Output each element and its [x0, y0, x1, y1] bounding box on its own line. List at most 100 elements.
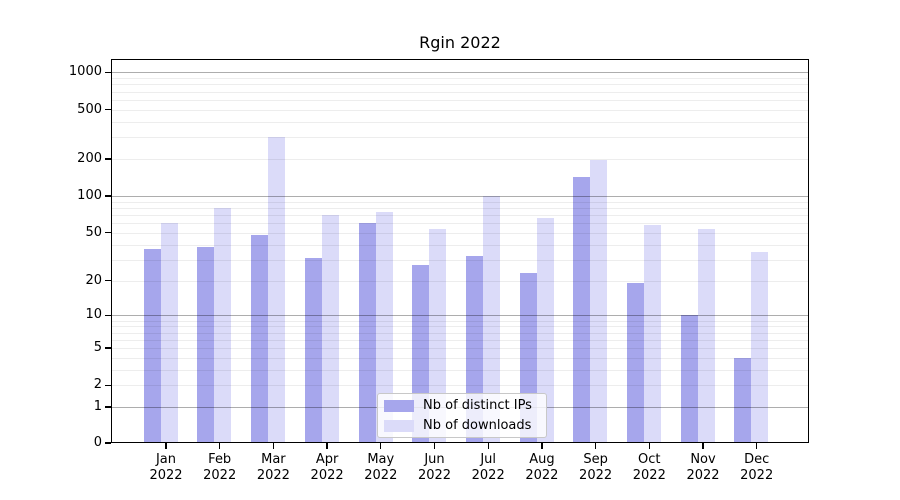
y-tick-mark-50: [105, 232, 111, 234]
x-tick-month: Dec: [744, 452, 770, 467]
x-tick-month: Mar: [261, 452, 286, 467]
gridline-700: [111, 91, 809, 93]
y-tick-mark-200: [105, 158, 111, 160]
gridline-300: [111, 137, 809, 139]
x-tick-mark-apr: [326, 443, 328, 449]
x-tick-mark-oct: [648, 443, 650, 449]
gridline-100: [111, 195, 809, 197]
bar-may-distinct-ips: [358, 223, 376, 443]
bar-apr-distinct-ips: [304, 257, 322, 443]
x-tick-label-sep: Sep 2022: [569, 452, 623, 484]
y-tick-label-50: 50: [85, 224, 102, 240]
x-tick-mark-jan: [165, 443, 167, 449]
legend-swatch-distinct-ips: [384, 399, 414, 412]
y-tick-mark-1: [105, 406, 111, 408]
x-tick-label-jun: Jun 2022: [408, 452, 462, 484]
x-tick-label-jan: Jan 2022: [139, 452, 193, 484]
x-tick-year: 2022: [203, 468, 237, 483]
y-tick-mark-1000: [105, 71, 111, 74]
y-tick-mark-10: [105, 314, 111, 317]
y-tick-mark-2: [105, 384, 111, 387]
bar-dec-downloads: [751, 251, 769, 443]
bar-mar-distinct-ips: [251, 234, 269, 443]
x-tick-month: Jul: [480, 452, 497, 467]
y-tick-mark-5: [105, 347, 111, 349]
bar-nov-downloads: [697, 228, 715, 443]
x-tick-year: 2022: [579, 468, 613, 483]
x-tick-month: Aug: [529, 452, 555, 467]
x-tick-year: 2022: [256, 468, 290, 483]
gridline-1000: [111, 72, 809, 74]
x-tick-mark-jul: [487, 443, 489, 449]
bar-jul-downloads: [482, 195, 500, 443]
gridline-800: [111, 84, 809, 86]
x-tick-mark-nov: [702, 443, 704, 449]
y-tick-label-2: 2: [93, 377, 102, 393]
gridline-600: [111, 99, 809, 101]
gridline-200: [111, 158, 809, 160]
x-tick-year: 2022: [686, 468, 720, 483]
bar-feb-distinct-ips: [197, 247, 215, 443]
y-tick-label-100: 100: [77, 187, 102, 203]
legend-label-downloads: Nb of downloads: [423, 418, 532, 433]
y-tick-label-500: 500: [77, 101, 102, 117]
x-tick-label-mar: Mar 2022: [246, 452, 300, 484]
x-tick-year: 2022: [471, 468, 505, 483]
x-tick-label-jul: Jul 2022: [461, 452, 515, 484]
legend-label-distinct-ips: Nb of distinct IPs: [423, 398, 532, 413]
x-tick-mark-jun: [433, 443, 436, 449]
bar-sep-distinct-ips: [573, 176, 591, 443]
bar-dec-distinct-ips: [734, 357, 752, 443]
x-tick-year: 2022: [310, 468, 344, 483]
x-tick-month: May: [367, 452, 395, 467]
legend: Nb of distinct IPs Nb of downloads: [377, 393, 547, 438]
legend-item-downloads: Nb of downloads: [384, 418, 540, 433]
x-tick-month: Apr: [315, 452, 339, 467]
y-tick-label-0: 0: [93, 435, 102, 450]
y-tick-mark-500: [105, 109, 111, 111]
bar-feb-downloads: [214, 207, 232, 443]
x-tick-mark-mar: [272, 443, 275, 449]
x-tick-mark-feb: [219, 443, 221, 449]
x-tick-label-dec: Dec 2022: [730, 452, 784, 484]
x-tick-month: Nov: [690, 452, 716, 467]
y-tick-label-5: 5: [93, 340, 102, 355]
x-tick-label-feb: Feb 2022: [193, 452, 247, 484]
x-tick-year: 2022: [740, 468, 774, 483]
bar-oct-distinct-ips: [627, 283, 644, 443]
gridline-900: [111, 78, 809, 80]
x-tick-month: Feb: [208, 452, 232, 467]
x-tick-mark-dec: [756, 443, 758, 449]
x-tick-month: Oct: [638, 452, 661, 467]
legend-item-distinct-ips: Nb of distinct IPs: [384, 398, 540, 413]
gridline-500: [111, 109, 809, 111]
x-tick-mark-sep: [594, 443, 597, 449]
bar-nov-distinct-ips: [680, 315, 698, 443]
y-tick-label-1000: 1000: [68, 64, 102, 80]
x-tick-label-apr: Apr 2022: [300, 452, 354, 484]
y-tick-label-10: 10: [85, 307, 102, 323]
x-tick-month: Sep: [583, 452, 608, 467]
x-tick-mark-may: [380, 443, 382, 449]
y-tick-label-200: 200: [77, 150, 102, 166]
x-tick-year: 2022: [632, 468, 666, 483]
chart-title: Rgin 2022: [419, 33, 501, 52]
x-tick-label-oct: Oct 2022: [622, 452, 676, 484]
x-tick-year: 2022: [417, 468, 452, 483]
x-tick-month: Jun: [424, 452, 445, 467]
bar-jan-distinct-ips: [143, 248, 161, 443]
y-tick-label-20: 20: [85, 272, 102, 288]
y-tick-mark-0: [105, 442, 111, 444]
y-tick-mark-100: [105, 195, 111, 197]
bar-jan-downloads: [160, 223, 178, 443]
gridline-400: [111, 121, 809, 123]
x-tick-month: Jan: [155, 452, 177, 467]
y-tick-label-1: 1: [93, 399, 102, 415]
x-tick-label-nov: Nov 2022: [676, 452, 730, 484]
legend-swatch-downloads: [384, 419, 414, 432]
x-tick-year: 2022: [525, 468, 559, 483]
x-tick-year: 2022: [149, 468, 183, 483]
x-tick-label-may: May 2022: [354, 452, 408, 484]
bar-oct-downloads: [644, 224, 661, 443]
